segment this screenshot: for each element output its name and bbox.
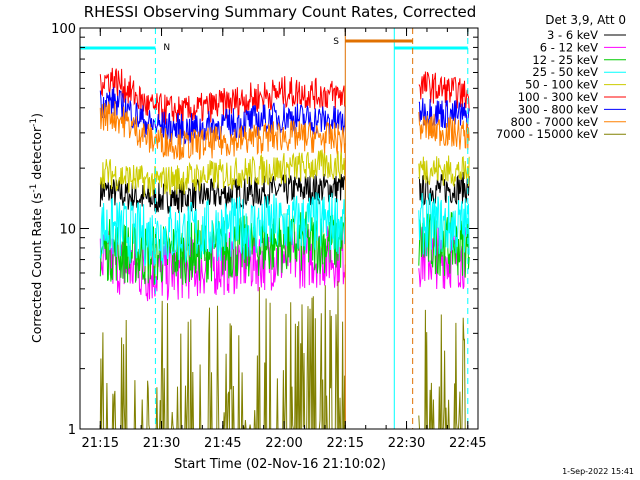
timestamp: 1-Sep-2022 15:41 xyxy=(562,467,634,476)
x-tick-label-4: 22:15 xyxy=(327,436,364,451)
y-tick-label-0: 1 xyxy=(68,423,76,438)
legend-label-8: 7000 - 15000 keV xyxy=(496,127,598,141)
y-axis-label-sup2: -1 xyxy=(29,118,39,127)
saa-label-2: S xyxy=(333,37,339,47)
series-3-trace-0 xyxy=(99,190,346,267)
series-5-trace-1 xyxy=(418,71,470,111)
legend-label-5: 100 - 300 keV xyxy=(518,90,598,104)
legend-label-2: 12 - 25 keV xyxy=(532,53,598,67)
x-axis-label: Start Time (02-Nov-16 21:10:02) xyxy=(174,457,386,472)
series-6-trace-0 xyxy=(99,87,346,145)
chart-title: RHESSI Observing Summary Count Rates, Co… xyxy=(84,3,477,21)
y-axis-label-main: Corrected Count Rate (s xyxy=(29,193,44,343)
y-tick-label-2: 100 xyxy=(51,22,76,37)
series-2-trace-0 xyxy=(99,211,346,286)
legend-label-1: 6 - 12 keV xyxy=(540,40,598,54)
series-5-trace-0 xyxy=(99,67,346,127)
plot-series-layer xyxy=(99,67,470,430)
x-tick-label-6: 22:45 xyxy=(449,436,486,451)
x-tick-label-3: 22:00 xyxy=(265,436,302,451)
legend-label-4: 50 - 100 keV xyxy=(525,78,598,92)
y-axis-label: Corrected Count Rate (s-1 detector-1) xyxy=(29,113,44,343)
x-tick-label-1: 21:30 xyxy=(143,436,180,451)
x-axis-ticks: 21:15 21:30 21:45 22:00 22:15 22:30 22:45 xyxy=(82,28,487,451)
series-6-trace-1 xyxy=(418,98,470,133)
y-axis-label-mid: detector xyxy=(29,126,44,184)
y-axis-ticks: 1 10 100 xyxy=(51,22,478,438)
legend-label-0: 3 - 6 keV xyxy=(547,28,598,42)
x-tick-label-0: 21:15 xyxy=(82,436,119,451)
series-4-trace-0 xyxy=(99,148,346,198)
series-7-trace-0 xyxy=(99,101,346,161)
legend-label-6: 300 - 800 keV xyxy=(518,102,598,116)
legend-label-7: 800 - 7000 keV xyxy=(510,115,598,129)
series-4-trace-1 xyxy=(418,155,470,188)
y-axis-label-end: ) xyxy=(29,113,44,118)
series-7-trace-1 xyxy=(418,111,470,150)
y-axis-label-sup1: -1 xyxy=(29,184,39,193)
night-label-0: N xyxy=(163,43,170,53)
legend-header: Det 3,9, Att 0 xyxy=(545,13,626,27)
x-tick-label-5: 22:30 xyxy=(388,436,425,451)
series-0-trace-0 xyxy=(99,173,346,214)
y-tick-label-1: 10 xyxy=(59,223,76,238)
legend-label-3: 25 - 50 keV xyxy=(532,65,598,79)
series-3-trace-1 xyxy=(418,192,470,257)
x-tick-label-2: 21:45 xyxy=(204,436,241,451)
